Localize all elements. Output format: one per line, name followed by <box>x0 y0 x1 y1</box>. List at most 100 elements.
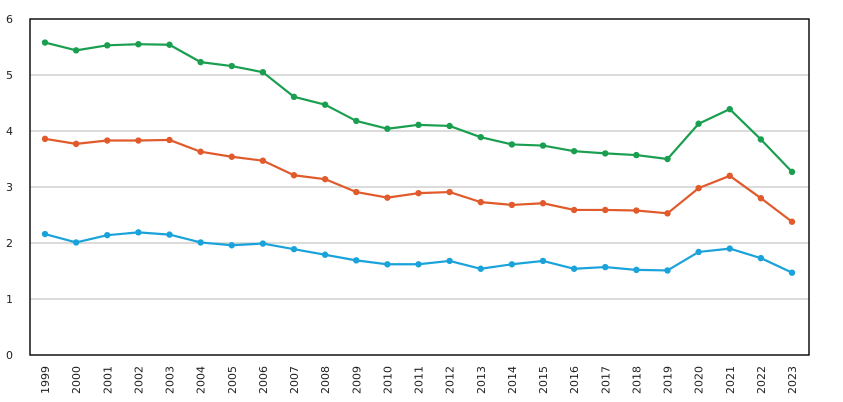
x-tick-label: 2012 <box>444 366 457 394</box>
series-line <box>43 41 794 173</box>
data-point <box>321 175 329 183</box>
data-point <box>41 230 49 238</box>
series-1 <box>41 39 796 176</box>
x-tick-label: 2003 <box>164 366 177 394</box>
x-tick-label: 2002 <box>132 366 145 394</box>
data-point <box>353 117 360 125</box>
data-point <box>446 257 453 265</box>
data-point <box>602 206 609 214</box>
x-tick-label: 2013 <box>475 366 488 394</box>
data-point <box>72 239 80 246</box>
data-point <box>570 206 578 214</box>
data-point <box>135 41 142 48</box>
data-point <box>602 150 609 157</box>
data-point <box>41 135 49 143</box>
x-tick-label: 2017 <box>599 366 612 394</box>
data-point <box>539 257 547 265</box>
series-group <box>41 39 796 276</box>
data-point <box>788 218 796 225</box>
x-tick-label: 2021 <box>724 366 737 394</box>
data-point <box>415 189 422 197</box>
data-point <box>166 41 173 48</box>
x-axis-ticks: 1999 2000 2001 2002 2003 2004 2005 2006 2007 2008… <box>39 366 799 394</box>
y-axis-ticks: 0 1 2 3 4 5 6 <box>6 13 13 362</box>
data-point <box>415 261 422 268</box>
x-tick-label: 2008 <box>319 366 332 394</box>
data-point <box>321 101 329 108</box>
data-point <box>757 195 765 202</box>
x-tick-label: 2020 <box>693 366 706 394</box>
data-point <box>633 207 640 214</box>
data-point <box>664 267 671 274</box>
data-point <box>166 231 173 238</box>
data-point <box>259 157 267 164</box>
data-point <box>757 136 765 143</box>
data-point <box>695 120 702 127</box>
data-point <box>197 58 204 66</box>
x-tick-label: 2014 <box>506 366 519 394</box>
data-point <box>166 136 173 144</box>
data-point <box>228 242 235 249</box>
data-point <box>197 148 204 155</box>
data-point <box>664 155 671 163</box>
data-point <box>539 200 547 207</box>
x-tick-label: 2001 <box>101 366 114 394</box>
data-point <box>788 269 796 276</box>
y-tick-label: 6 <box>6 13 13 26</box>
data-point <box>353 257 360 264</box>
x-tick-label: 2005 <box>226 366 239 394</box>
y-tick-label: 2 <box>6 237 13 250</box>
x-tick-label: 2015 <box>537 366 550 394</box>
data-point <box>757 254 765 262</box>
data-point <box>72 47 80 54</box>
data-point <box>570 265 578 272</box>
data-point <box>726 245 733 252</box>
data-point <box>477 265 484 272</box>
x-tick-label: 2011 <box>413 366 426 394</box>
x-tick-label: 2000 <box>70 366 83 394</box>
x-tick-label: 2016 <box>568 366 581 394</box>
data-point <box>633 151 640 159</box>
data-point <box>353 188 360 196</box>
data-point <box>664 210 671 217</box>
data-point <box>104 231 111 239</box>
y-tick-label: 1 <box>6 293 13 306</box>
data-point <box>446 122 453 130</box>
x-tick-label: 2023 <box>786 366 799 394</box>
data-point <box>135 229 142 236</box>
x-tick-label: 2004 <box>195 366 208 394</box>
plot-frame <box>29 18 810 356</box>
data-point <box>290 172 298 179</box>
data-point <box>726 172 733 179</box>
data-point <box>197 239 204 246</box>
data-point <box>228 62 235 70</box>
data-point <box>477 198 484 206</box>
x-tick-label: 2010 <box>381 366 394 394</box>
series-2 <box>41 135 796 225</box>
data-point <box>633 266 640 274</box>
data-point <box>290 93 298 101</box>
x-tick-label: 2007 <box>288 366 301 394</box>
data-point <box>384 125 391 132</box>
data-point <box>415 121 422 129</box>
data-point <box>259 240 267 247</box>
data-point <box>104 137 111 144</box>
series-line <box>43 137 794 223</box>
data-point <box>788 168 796 176</box>
y-tick-label: 4 <box>6 125 13 138</box>
data-point <box>695 248 702 256</box>
data-point <box>695 184 702 192</box>
data-point <box>602 263 609 271</box>
data-point <box>290 245 298 253</box>
data-point <box>228 153 235 160</box>
y-tick-label: 5 <box>6 69 13 82</box>
y-tick-label: 0 <box>6 349 13 362</box>
data-point <box>570 147 578 155</box>
data-point <box>384 261 391 268</box>
data-point <box>259 69 267 76</box>
data-point <box>508 201 516 209</box>
data-point <box>384 194 391 201</box>
x-tick-label: 2022 <box>755 366 768 394</box>
